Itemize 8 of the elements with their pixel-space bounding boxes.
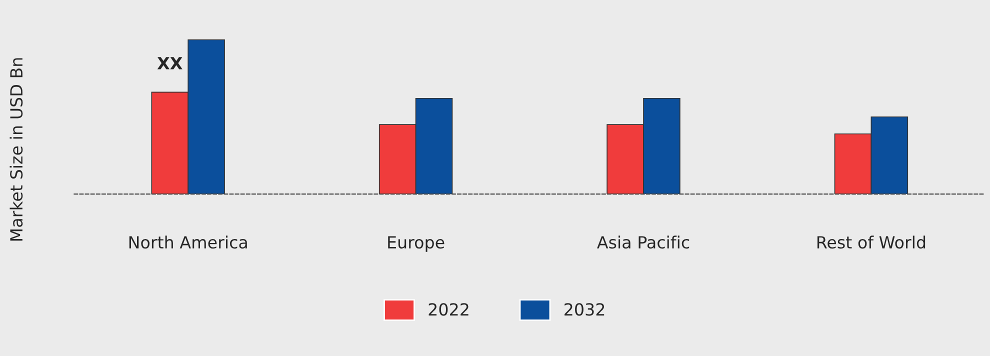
x-tick-label: Rest of World bbox=[817, 236, 926, 249]
y-axis-title: Market Size in USD Bn bbox=[10, 58, 23, 241]
x-tick-label: Europe bbox=[388, 236, 444, 252]
legend-label: 2032 bbox=[564, 303, 604, 316]
legend-label: 2022 bbox=[428, 303, 468, 316]
x-tick-label: Asia Pacific bbox=[597, 236, 690, 249]
x-tick-label: North America bbox=[129, 236, 247, 249]
annotation: XX bbox=[157, 57, 182, 70]
